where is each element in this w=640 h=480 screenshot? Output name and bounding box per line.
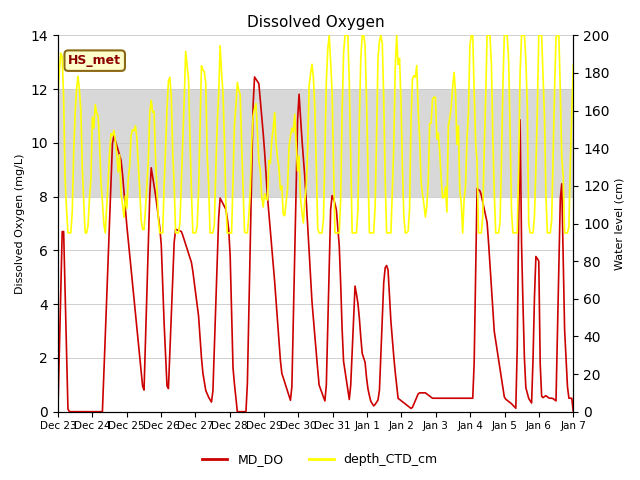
- depth_CTD_cm: [118, 202, 126, 207]
- Title: Dissolved Oxygen: Dissolved Oxygen: [247, 15, 385, 30]
- MD_DO: [117, 157, 125, 163]
- Text: HS_met: HS_met: [68, 54, 121, 67]
- MD_DO: [542, 393, 550, 398]
- MD_DO: [225, 227, 232, 232]
- MD_DO: [251, 74, 259, 80]
- depth_CTD_cm: [227, 230, 234, 236]
- depth_CTD_cm: [64, 230, 72, 236]
- Line: MD_DO: MD_DO: [58, 77, 573, 412]
- depth_CTD_cm: [570, 62, 577, 68]
- Legend: MD_DO, depth_CTD_cm: MD_DO, depth_CTD_cm: [197, 448, 443, 471]
- depth_CTD_cm: [235, 87, 243, 93]
- depth_CTD_cm: [325, 33, 333, 38]
- MD_DO: [207, 399, 215, 405]
- depth_CTD_cm: [54, 94, 61, 99]
- depth_CTD_cm: [543, 230, 551, 236]
- MD_DO: [234, 409, 241, 415]
- Line: depth_CTD_cm: depth_CTD_cm: [58, 36, 573, 233]
- MD_DO: [570, 409, 577, 415]
- MD_DO: [281, 379, 289, 385]
- Y-axis label: Dissolved Oxygen (mg/L): Dissolved Oxygen (mg/L): [15, 153, 25, 294]
- MD_DO: [54, 409, 61, 415]
- depth_CTD_cm: [209, 230, 217, 236]
- Y-axis label: Water level (cm): Water level (cm): [615, 177, 625, 270]
- depth_CTD_cm: [281, 213, 289, 218]
- Bar: [58, 89, 573, 197]
